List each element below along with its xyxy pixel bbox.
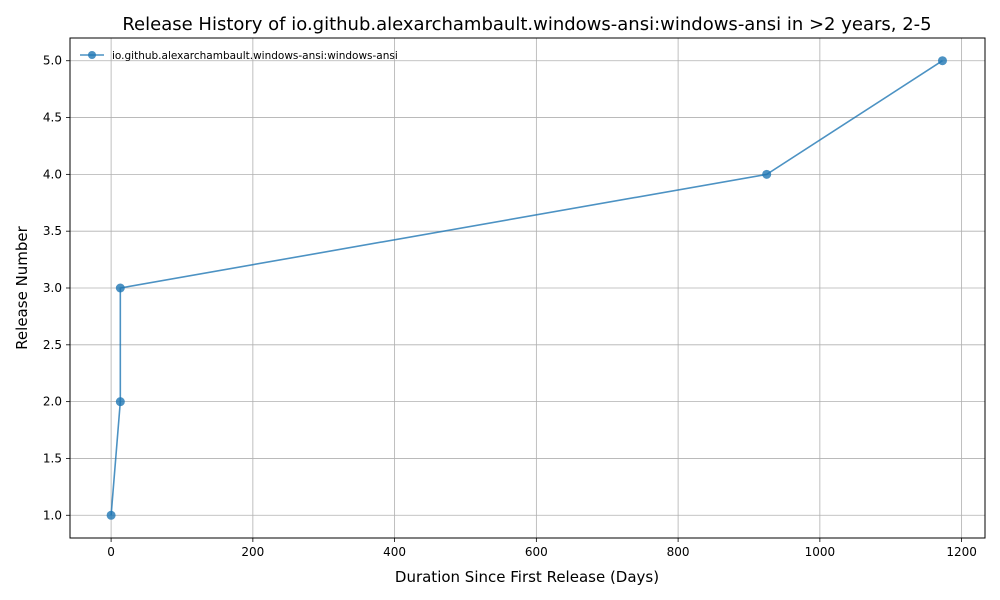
x-axis-label: Duration Since First Release (Days) bbox=[395, 568, 659, 586]
data-point bbox=[115, 283, 125, 293]
x-tick-label: 800 bbox=[667, 545, 690, 559]
chart-title: Release History of io.github.alexarchamb… bbox=[122, 14, 931, 35]
x-tick-label: 600 bbox=[525, 545, 548, 559]
y-tick-label: 3.5 bbox=[43, 224, 62, 238]
y-tick-label: 2.5 bbox=[43, 338, 62, 352]
y-tick-label: 1.5 bbox=[43, 451, 62, 465]
y-tick-label: 2.0 bbox=[43, 395, 62, 409]
grid bbox=[70, 38, 985, 538]
legend-marker bbox=[88, 51, 96, 59]
y-axis-ticks: 1.0 1.5 2.0 2.5 3.0 3.5 4.0 4.5 5.0 bbox=[43, 54, 70, 522]
data-point bbox=[115, 397, 125, 407]
y-tick-label: 1.0 bbox=[43, 508, 62, 522]
x-tick-label: 1200 bbox=[946, 545, 977, 559]
x-axis-ticks: 0 200 400 600 800 1000 1200 bbox=[107, 538, 977, 559]
data-point bbox=[762, 169, 772, 179]
data-point bbox=[937, 56, 947, 66]
y-tick-label: 5.0 bbox=[43, 54, 62, 68]
y-tick-label: 3.0 bbox=[43, 281, 62, 295]
x-tick-label: 1000 bbox=[805, 545, 836, 559]
legend-label: io.github.alexarchambault.windows-ansi:w… bbox=[112, 50, 398, 62]
x-tick-label: 0 bbox=[107, 545, 115, 559]
legend: io.github.alexarchambault.windows-ansi:w… bbox=[80, 50, 398, 62]
series-layer bbox=[106, 56, 947, 520]
y-tick-label: 4.5 bbox=[43, 111, 62, 125]
data-point bbox=[106, 510, 116, 520]
x-tick-label: 200 bbox=[241, 545, 264, 559]
y-tick-label: 4.0 bbox=[43, 167, 62, 181]
y-axis-label: Release Number bbox=[13, 225, 31, 349]
x-tick-label: 400 bbox=[383, 545, 406, 559]
